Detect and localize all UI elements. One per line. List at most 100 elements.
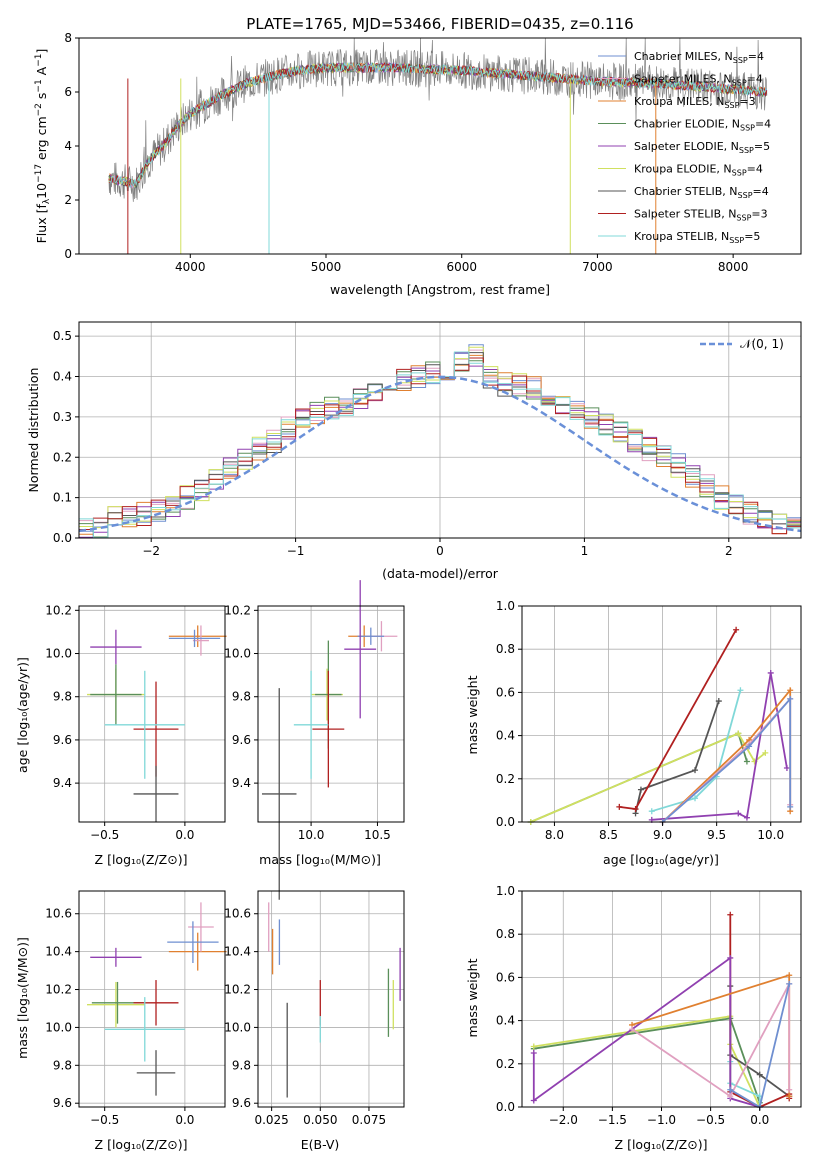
mass-vs-metallicity-panel: −0.5 0.0 9.6 9.8 10.0 10.2 10.4 10.6: [45, 890, 227, 1127]
x-tick-label: −2: [142, 544, 160, 558]
x-tick-label: 0.0: [750, 1113, 769, 1127]
mEBV-xlabel: E(B-V): [301, 1137, 340, 1152]
legend-label: Kroupa MILES, NSSP=3: [634, 95, 756, 110]
weight-marker: [530, 1050, 537, 1056]
weight-marker: [786, 980, 793, 987]
model-spectrum-line: [108, 61, 768, 188]
spectrum-xlabel: wavelength [Angstrom, rest frame]: [330, 282, 550, 297]
y-tick-label: 10.0: [224, 647, 251, 661]
y-tick-label: 0.4: [496, 729, 515, 743]
weight-line: [532, 956, 760, 1108]
weight-line: [662, 696, 792, 823]
weight-marker: [786, 972, 793, 979]
x-tick-label: 9.0: [653, 828, 672, 842]
axes-frame: [257, 605, 405, 823]
weight-marker: [692, 795, 699, 802]
y-tick-label: 8: [64, 31, 72, 45]
x-tick-label: 0.050: [303, 1113, 337, 1127]
x-tick-label: 0.0: [175, 828, 194, 842]
gaussian-curve: [78, 375, 802, 533]
weight-line: [530, 732, 766, 823]
weight-marker: [786, 1086, 793, 1093]
weight-marker: [787, 695, 794, 702]
y-tick-label: 10.6: [45, 907, 72, 921]
legend-label: Kroupa STELIB, NSSP=5: [634, 230, 760, 245]
weight-marker: [727, 911, 734, 918]
axes-frame: [257, 890, 405, 1108]
ageZ-xlabel: Z [log₁₀(Z/Z⊙)]: [95, 852, 188, 867]
weight-marker: [787, 687, 794, 694]
ageM-xlabel: mass [log₁₀(M/M⊙)]: [259, 852, 381, 867]
y-tick-label: 10.2: [224, 603, 251, 617]
weight-marker: [735, 730, 742, 737]
age-vs-mass-panel: 10.0 10.5 9.4 9.6 9.8 10.0 10.2: [224, 580, 405, 900]
weight-marker: [783, 765, 790, 771]
y-tick-label: 0.4: [53, 370, 72, 384]
x-tick-label: 8.5: [599, 828, 618, 842]
weight-marker: [648, 808, 655, 815]
x-tick-label: 10.0: [298, 828, 325, 842]
figure-title: PLATE=1765, MJD=53466, FIBERID=0435, z=0…: [246, 15, 633, 33]
mwZ-xlabel: Z [log₁₀(Z/Z⊙)]: [615, 1137, 708, 1152]
y-tick-label: 0.6: [496, 685, 515, 699]
y-tick-label: 10.2: [45, 983, 72, 997]
y-tick-label: 0.0: [496, 815, 515, 829]
residual-legend: 𝒩(0, 1): [700, 337, 784, 351]
weight-marker: [727, 954, 734, 961]
y-tick-label: 0.8: [496, 927, 515, 941]
weight-marker: [727, 1093, 734, 1100]
residual-legend-label: 𝒩(0, 1): [740, 337, 784, 351]
y-tick-label: 0.2: [496, 772, 515, 786]
x-tick-label: 0: [436, 544, 444, 558]
residual-xlabel: (data-model)/error: [382, 566, 499, 581]
x-tick-label: −2.0: [549, 1113, 578, 1127]
y-tick-label: 0.3: [53, 410, 72, 424]
y-tick-label: 10.2: [224, 983, 251, 997]
observed-spectrum-line: [108, 37, 768, 202]
weight-marker: [530, 1043, 537, 1050]
y-tick-label: 0.5: [53, 329, 72, 343]
axes-frame: [521, 605, 802, 823]
mass-vs-ebv-panel: 0.025 0.050 0.075 9.6 9.8 10.0 10.2 10.4 10.6: [224, 890, 405, 1127]
x-tick-label: −0.5: [90, 1113, 119, 1127]
weight-marker: [727, 1086, 734, 1093]
weight-marker: [632, 806, 639, 813]
weight-marker: [743, 814, 750, 821]
mwZ-ylabel: mass weight: [465, 958, 480, 1037]
x-tick-label: 10.0: [757, 828, 784, 842]
x-tick-label: 0.075: [352, 1113, 386, 1127]
y-tick-label: 0.1: [53, 491, 72, 505]
weight-marker: [786, 1093, 793, 1100]
y-tick-label: 9.6: [53, 733, 72, 747]
y-tick-label: 9.6: [53, 1096, 72, 1110]
weight-marker: [762, 749, 769, 756]
weight-line: [651, 689, 742, 813]
y-tick-label: 10.0: [45, 647, 72, 661]
y-tick-label: 10.6: [224, 907, 251, 921]
x-tick-label: 0.025: [254, 1113, 288, 1127]
y-tick-label: 9.6: [232, 1096, 251, 1110]
legend-label: Chabrier MILES, NSSP=4: [634, 50, 764, 65]
spectrum-legend: Chabrier MILES, NSSP=4 Salpeter MILES, NS…: [598, 50, 771, 245]
y-tick-label: 9.8: [232, 690, 251, 704]
weight-line: [631, 983, 791, 1098]
y-tick-label: 9.4: [53, 776, 72, 790]
mwAge-xlabel: age [log₁₀(age/yr)]: [603, 852, 719, 867]
y-tick-label: 9.8: [53, 690, 72, 704]
x-tick-label: −1.0: [647, 1113, 676, 1127]
axes-frame: [78, 605, 226, 823]
legend-label: Salpeter MILES, NSSP=4: [634, 73, 763, 88]
y-tick-label: 4: [64, 139, 72, 153]
x-tick-label: 2: [725, 544, 733, 558]
y-tick-label: 0.0: [53, 531, 72, 545]
weight-marker: [767, 669, 774, 676]
y-tick-label: 9.8: [53, 1058, 72, 1072]
weight-marker: [715, 698, 722, 705]
spectrum-panel: 4000 5000 6000 7000 8000 0 2 4 6 8 wavelength [An…: [34, 31, 802, 297]
y-tick-label: 9.6: [232, 733, 251, 747]
x-tick-label: 5000: [311, 260, 342, 274]
legend-label: Chabrier ELODIE, NSSP=4: [634, 118, 771, 133]
y-tick-label: 10.0: [224, 1020, 251, 1034]
x-tick-label: −1.5: [598, 1113, 627, 1127]
spectrum-ylabel: Flux [fλ10−17 erg cm−2 s−1 A−1]: [34, 49, 52, 244]
